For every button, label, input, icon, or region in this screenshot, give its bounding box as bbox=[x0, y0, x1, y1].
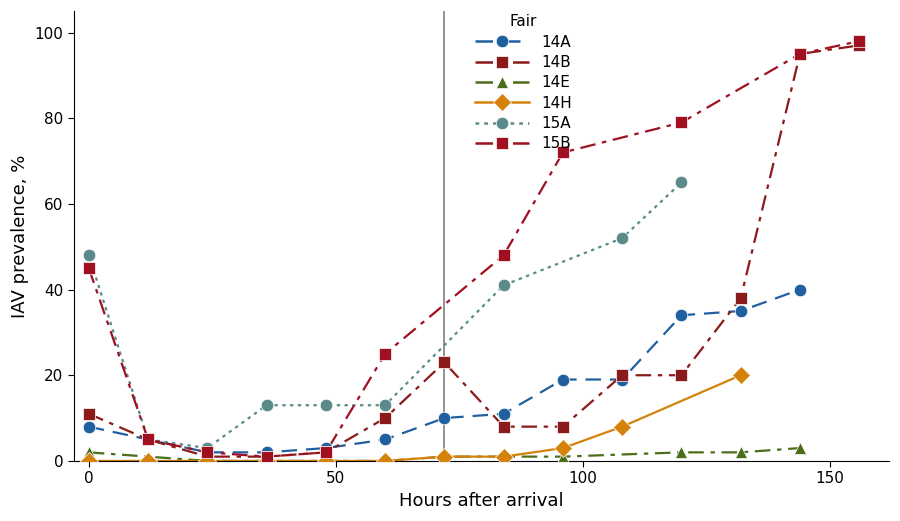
Legend: 14A, 14B, 14E, 14H, 15A, 15B: 14A, 14B, 14E, 14H, 15A, 15B bbox=[475, 14, 572, 151]
X-axis label: Hours after arrival: Hours after arrival bbox=[399, 492, 563, 510]
Y-axis label: IAV prevalence, %: IAV prevalence, % bbox=[11, 154, 29, 318]
